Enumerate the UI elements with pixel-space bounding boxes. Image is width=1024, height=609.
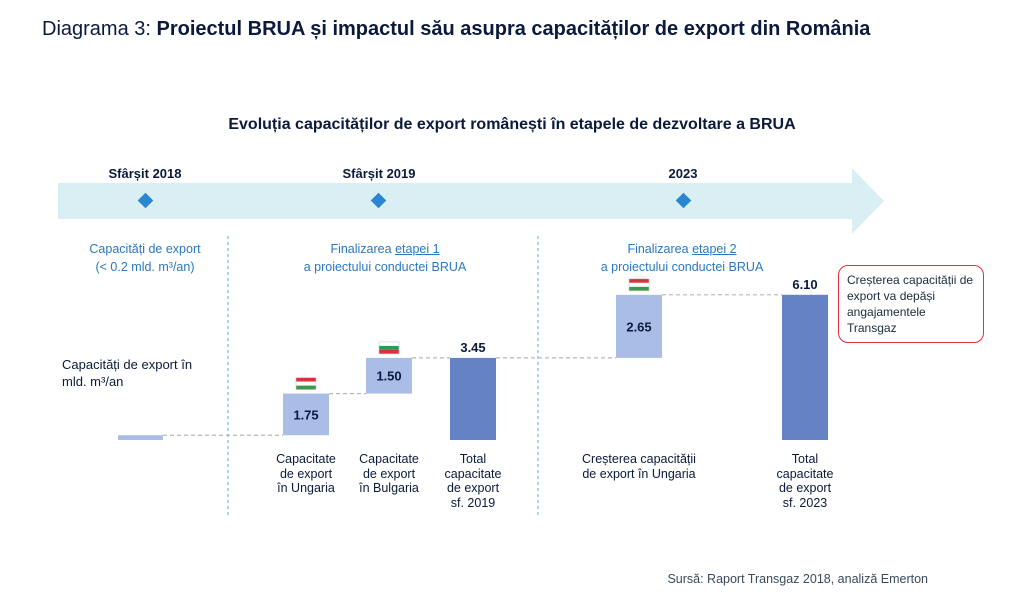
phase-1-stage: etapei 1 xyxy=(395,242,440,256)
category-label-line: Creșterea capacității xyxy=(582,452,696,466)
phase-1-line2: a proiectului conductei BRUA xyxy=(303,260,467,274)
bar-increment xyxy=(616,294,662,358)
bar-increment xyxy=(283,393,329,436)
category-label-line: de export în Ungaria xyxy=(582,466,696,481)
category-label-line: sf. 2023 xyxy=(782,495,828,510)
callout-box: Creșterea capacității de export va depăș… xyxy=(838,265,984,343)
category-label-line: capacitate xyxy=(444,466,502,481)
title-prefix: Diagrama 3: xyxy=(42,18,157,40)
bars-layer: 1.75 1.50 3.45 2.65 6.10 xyxy=(118,277,828,440)
flag-stripe xyxy=(296,381,316,386)
title-main: Proiectul BRUA și impactul său asupra ca… xyxy=(156,18,871,40)
phase-2-label: Finalizarea etapei 2 a proiectului condu… xyxy=(572,240,792,276)
chart-title: Evoluția capacităților de export româneș… xyxy=(228,116,796,133)
timeline-label-2018: Sfârșit 2018 xyxy=(108,166,182,181)
category-label-line: de export xyxy=(362,466,416,481)
flag-border xyxy=(295,377,317,390)
milestone-2023-marker xyxy=(675,192,692,209)
milestone-2019-marker xyxy=(370,192,387,209)
flag-stripe xyxy=(629,278,649,283)
phase-1-label: Finalizarea etapei 1 a proiectului condu… xyxy=(275,240,495,276)
category-label-line: Total xyxy=(791,452,819,466)
category-label-line: Capacitate xyxy=(276,452,336,466)
bar-value-label: 3.45 xyxy=(460,340,485,355)
flag-border xyxy=(378,341,400,355)
category-label-line: Capacitate xyxy=(359,452,419,466)
category-label: Capacitate de export în Ungaria xyxy=(261,452,351,496)
phase-2-stage: etapei 2 xyxy=(692,242,737,256)
category-label-line: de export xyxy=(279,466,333,481)
category-label-line: de export xyxy=(778,481,832,495)
source-note: Sursă: Raport Transgaz 2018, analiză Eme… xyxy=(667,572,928,586)
timeline-arrow xyxy=(58,168,884,234)
flag-stripe xyxy=(296,385,316,390)
category-label-line: de export xyxy=(446,481,500,495)
phase-2-line2: a proiectului conductei BRUA xyxy=(600,260,764,274)
phase-0-line2: (< 0.2 mld. m³/an) xyxy=(95,260,195,274)
flag-stripe xyxy=(629,286,649,291)
category-label-line: în Ungaria xyxy=(277,481,335,495)
bar-total xyxy=(782,294,828,440)
flag-stripe xyxy=(379,345,399,350)
phase-0-line1: Capacități de export xyxy=(89,242,201,256)
category-label: Capacitate de export în Bulgaria xyxy=(344,452,434,496)
phase-0-label: Capacități de export (< 0.2 mld. m³/an) xyxy=(55,240,235,276)
category-label-line: sf. 2019 xyxy=(450,495,496,510)
category-label: Total capacitate de export sf. 2019 xyxy=(428,452,518,510)
phase-1-pre: Finalizarea xyxy=(330,242,396,256)
baseline-bar xyxy=(118,435,163,440)
category-label-line: Total xyxy=(459,452,487,466)
category-label-line: în Bulgaria xyxy=(359,481,419,495)
timeline-label-2019: Sfârșit 2019 xyxy=(342,166,416,181)
flag-stripe xyxy=(629,282,649,287)
bar-increment xyxy=(366,357,412,394)
hungary-flag-icon xyxy=(295,377,317,390)
bar-value-label: 1.75 xyxy=(293,407,318,422)
page-title: Diagrama 3: Proiectul BRUA și impactul s… xyxy=(42,18,870,41)
flag-stripe xyxy=(296,377,316,382)
y-axis-label: Capacități de export în mld. m³/an xyxy=(62,357,193,389)
flag-border xyxy=(628,278,650,292)
bar-value-label: 2.65 xyxy=(626,319,651,334)
bar-total xyxy=(450,357,496,440)
milestone-2018-marker xyxy=(137,192,154,209)
category-label-line: capacitate xyxy=(776,466,834,481)
flag-stripe xyxy=(379,341,399,346)
category-label: Total capacitate de export sf. 2023 xyxy=(760,452,850,510)
timeline-label-2023: 2023 xyxy=(668,166,698,181)
bulgaria-flag-icon xyxy=(378,341,400,355)
flag-stripe xyxy=(379,349,399,354)
bar-value-label: 6.10 xyxy=(792,277,817,292)
bar-value-label: 1.50 xyxy=(376,369,401,384)
category-label: Creșterea capacității de export în Ungari… xyxy=(564,452,714,481)
hungary-flag-icon xyxy=(628,278,650,292)
phase-2-pre: Finalizarea xyxy=(627,242,693,256)
